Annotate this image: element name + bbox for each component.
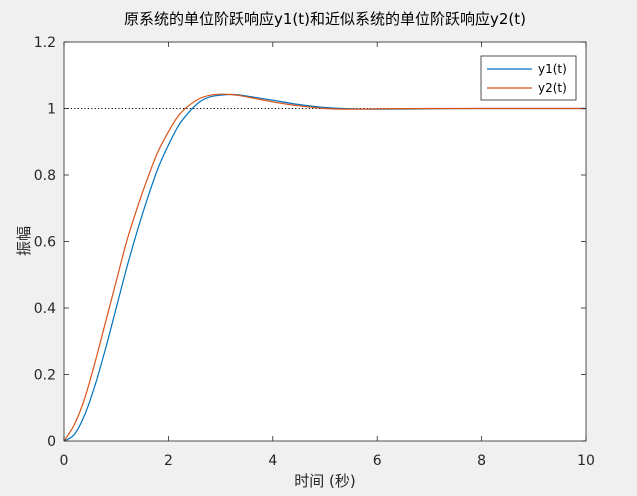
x-tick-label: 2 <box>164 453 173 469</box>
series-line-2 <box>63 93 586 442</box>
y-tick-label: 0.8 <box>34 168 56 184</box>
y-tick-label: 1 <box>47 102 56 118</box>
legend-label-y1: y1(t) <box>538 62 567 76</box>
legend-label-y2: y2(t) <box>538 81 567 95</box>
tick-layer: 0 2 4 6 8 10 0 0.2 0.4 0.6 0.8 1 1.2 <box>34 35 595 469</box>
y-tick-label: 0.2 <box>34 368 56 384</box>
x-tick-label: 10 <box>577 453 595 469</box>
y-axis-label: 振幅 <box>15 226 33 256</box>
legend-box <box>480 55 577 101</box>
x-tick-label: 0 <box>60 453 69 469</box>
x-tick-label: 8 <box>477 453 486 469</box>
series-layer <box>63 93 587 442</box>
chart-title: 原系统的单位阶跃响应y1(t)和近似系统的单位阶跃响应y2(t) <box>124 10 526 28</box>
legend: y1(t) y2(t) <box>480 55 577 101</box>
y-tick-label: 0.4 <box>34 301 56 317</box>
x-tick-label: 4 <box>268 453 277 469</box>
y-tick-label: 0 <box>47 434 56 450</box>
y-tick-label: 0.6 <box>34 235 56 251</box>
x-axis-label: 时间 (秒) <box>294 472 355 490</box>
y-tick-label: 1.2 <box>34 35 56 51</box>
plot-area <box>64 42 586 441</box>
x-tick-label: 6 <box>373 453 382 469</box>
